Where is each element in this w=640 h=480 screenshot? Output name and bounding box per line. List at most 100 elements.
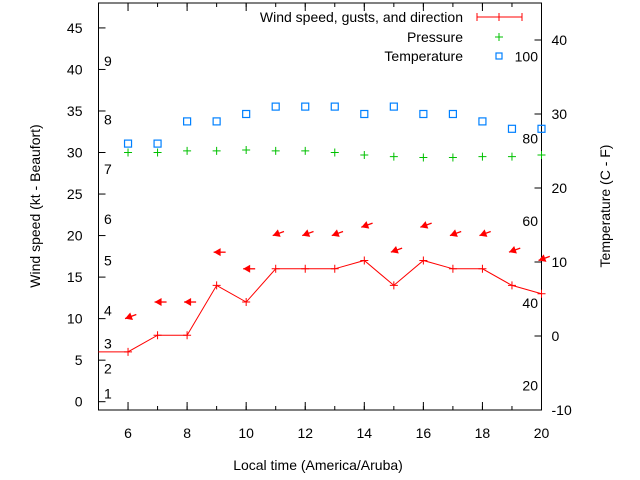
gust-arrow-head	[449, 229, 458, 237]
wind-speed-point	[212, 281, 221, 290]
fahrenheit-label: 40	[522, 295, 538, 311]
y-tick-label: 45	[67, 20, 83, 36]
temperature-point	[419, 109, 428, 119]
y-tick-label: 5	[75, 352, 83, 368]
beaufort-label: 7	[104, 161, 112, 177]
wind-speed-point	[478, 264, 487, 273]
pressure-point	[124, 148, 133, 157]
beaufort-label: 1	[104, 385, 112, 401]
x-tick-label: 20	[534, 425, 550, 441]
pressure-point	[360, 151, 369, 160]
y-tick-label: 0	[75, 394, 83, 410]
beaufort-label: 4	[104, 302, 112, 318]
y2-tick-label: 30	[552, 106, 568, 122]
wind-speed-point	[419, 256, 428, 265]
pressure-point	[389, 152, 398, 161]
temperature-point	[271, 102, 280, 111]
y-tick-label: 10	[67, 311, 83, 327]
y-tick-label: 40	[67, 61, 83, 77]
gust-arrow-head	[213, 248, 221, 257]
temperature-point	[389, 102, 398, 111]
wind-speed-point	[537, 289, 546, 298]
gust-arrow-head	[361, 221, 370, 229]
gust-arrow-head	[331, 229, 340, 237]
pressure-point	[183, 146, 192, 155]
pressure-point	[448, 153, 457, 162]
gust-arrow-head	[420, 221, 429, 229]
x-tick-label: 16	[416, 425, 432, 441]
gust-arrow-head	[302, 229, 311, 237]
pressure-point	[330, 148, 339, 157]
gust-arrow-head	[243, 264, 251, 273]
y2-tick-label: 10	[552, 254, 568, 270]
temperature-point	[153, 139, 162, 148]
temperature-point	[301, 102, 310, 111]
gust-arrow-head	[272, 229, 281, 237]
x-tick-label: 14	[357, 425, 373, 441]
legend-temperature: Temperature	[384, 48, 463, 64]
y-tick-label: 35	[67, 103, 83, 119]
legend-temperature-sample	[495, 52, 503, 60]
y-tick-label: 15	[67, 269, 83, 285]
wind-speed-point	[153, 331, 162, 340]
beaufort-label: 8	[104, 111, 112, 127]
gust-arrow-head	[479, 229, 488, 237]
pressure-point	[478, 152, 487, 161]
x-tick-label: 10	[238, 425, 254, 441]
wind-speed-point	[389, 281, 398, 290]
temperature-point	[360, 109, 369, 119]
gust-arrow-head	[508, 246, 517, 254]
y-axis-label: Wind speed (kt - Beaufort)	[27, 124, 43, 287]
fahrenheit-label: 100	[515, 48, 539, 64]
gust-arrow-head	[125, 312, 133, 320]
temperature-point	[537, 124, 546, 133]
beaufort-label: 6	[104, 211, 112, 227]
plot-frame	[98, 2, 542, 411]
wind-speed-line	[98, 259, 542, 353]
pressure-point	[212, 146, 221, 155]
wind-speed-point	[183, 331, 192, 340]
x-tick-label: 8	[183, 425, 191, 441]
fahrenheit-label: 20	[522, 377, 538, 393]
gust-arrow-head	[538, 254, 547, 262]
legend-wind-sample	[476, 13, 523, 21]
temperature-point	[330, 102, 339, 111]
legend: Wind speed, gusts, and direction Pressur…	[260, 9, 463, 64]
wind-speed-point	[330, 264, 339, 273]
legend-pressure-sample	[495, 33, 503, 41]
y2-tick-label: -10	[552, 402, 572, 418]
pressure-point	[242, 146, 251, 155]
x-axis-label: Local time (America/Aruba)	[233, 457, 403, 473]
x-tick-label: 12	[297, 425, 313, 441]
y-tick-label: 25	[67, 186, 83, 202]
pressure-point	[419, 153, 428, 162]
beaufort-label: 3	[104, 336, 112, 352]
y2-tick-label: 0	[552, 328, 560, 344]
wind-speed-point	[271, 264, 280, 273]
pressure-point	[271, 146, 280, 155]
wind-speed-point	[507, 281, 516, 290]
temperature-point	[478, 117, 487, 126]
x-tick-label: 18	[475, 425, 491, 441]
temperature-point	[242, 109, 251, 119]
y-tick-label: 20	[67, 228, 83, 244]
wind-speed-point	[301, 264, 310, 273]
beaufort-label: 9	[104, 53, 112, 69]
y-tick-label: 30	[67, 145, 83, 161]
gust-arrow-head	[154, 298, 162, 307]
temperature-point	[448, 109, 457, 119]
x-tick-label: 6	[124, 425, 132, 441]
pressure-point	[301, 146, 310, 155]
y2-axis-label: Temperature (C - F)	[597, 145, 613, 268]
wind-speed-point	[360, 256, 369, 265]
beaufort-label: 2	[104, 360, 112, 376]
temperature-point	[123, 139, 133, 148]
pressure-point	[507, 152, 516, 161]
gust-arrow-head	[184, 298, 192, 307]
legend-pressure: Pressure	[407, 29, 463, 45]
wind-speed-point	[242, 298, 251, 307]
wind-speed-point	[124, 347, 133, 356]
temperature-point	[183, 117, 192, 126]
pressure-point	[537, 151, 546, 160]
